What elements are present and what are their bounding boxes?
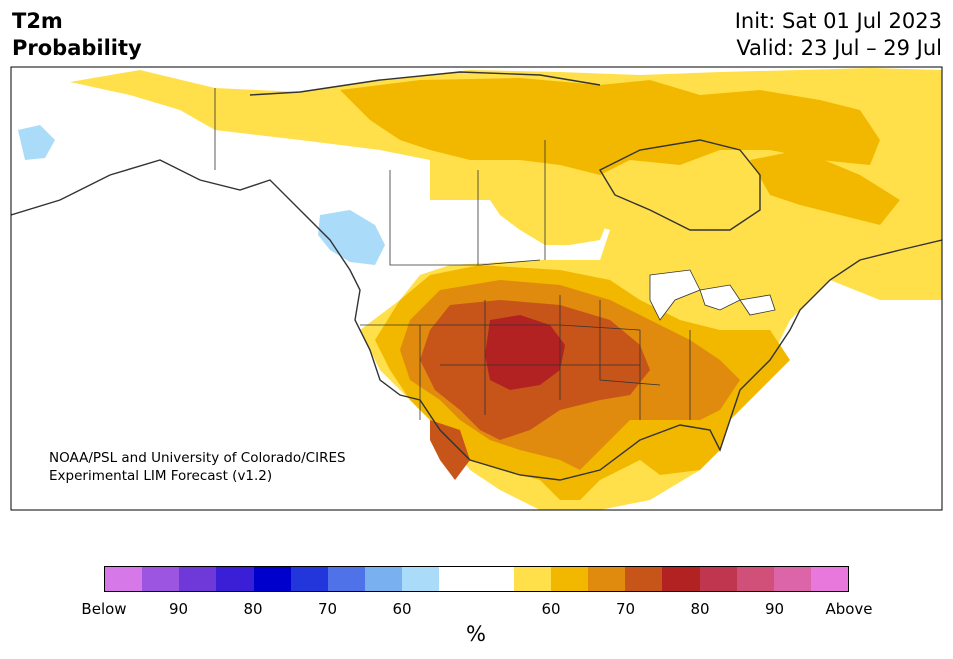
title-line-1: T2m [12,9,63,33]
colorbar-tick-label: 90 [168,600,189,618]
colorbar-swatch [736,567,774,591]
colorbar-swatch [290,567,328,591]
map-title: T2m Probability [12,8,142,62]
colorbar-swatch [439,567,477,591]
colorbar-swatch [142,567,180,591]
colorbar [104,566,849,592]
colorbar-swatch [588,567,626,591]
credit-text: NOAA/PSL and University of Colorado/CIRE… [49,449,346,485]
probability-map [10,66,943,511]
colorbar-tick-label: 90 [764,600,785,618]
colorbar-tick-label: 80 [243,600,263,618]
colorbar-swatch [253,567,291,591]
colorbar-swatch [476,567,514,591]
colorbar-swatch [105,567,143,591]
colorbar-swatch [179,567,217,591]
forecast-dates: Init: Sat 01 Jul 2023 Valid: 23 Jul – 29… [735,8,942,62]
colorbar-swatch [773,567,811,591]
colorbar-swatch [810,567,849,591]
colorbar-swatch [550,567,589,591]
colorbar-tick-label: Below [81,600,127,618]
colorbar-tick-label: 70 [317,600,338,618]
colorbar-tick-label: 60 [541,600,561,618]
colorbar-tick-label: 80 [690,600,710,618]
coastlines [11,71,942,481]
init-date: Init: Sat 01 Jul 2023 [734,9,942,33]
colorbar-swatch [513,567,551,591]
title-line-2: Probability [12,36,142,60]
colorbar-swatch [625,567,663,591]
colorbar-tick-label: 60 [392,600,412,618]
colorbar-tick-label: 70 [615,600,636,618]
colorbar-swatch [327,567,366,591]
colorbar-swatch [699,567,737,591]
great-lakes [649,269,776,321]
colorbar-tick-label: Above [825,600,873,618]
colorbar-swatch [402,567,440,591]
prob-below-50 [18,125,385,265]
state-borders [214,88,691,420]
valid-range: Valid: 23 Jul – 29 Jul [736,36,942,60]
colorbar-swatch [365,567,403,591]
prob-above-90 [485,315,565,390]
colorbar-unit: % [466,622,486,646]
credit-line-1: NOAA/PSL and University of Colorado/CIRE… [49,450,346,466]
map-frame [10,66,943,511]
colorbar-swatch [216,567,254,591]
credit-line-2: Experimental LIM Forecast (v1.2) [49,468,273,484]
colorbar-swatch [662,567,700,591]
